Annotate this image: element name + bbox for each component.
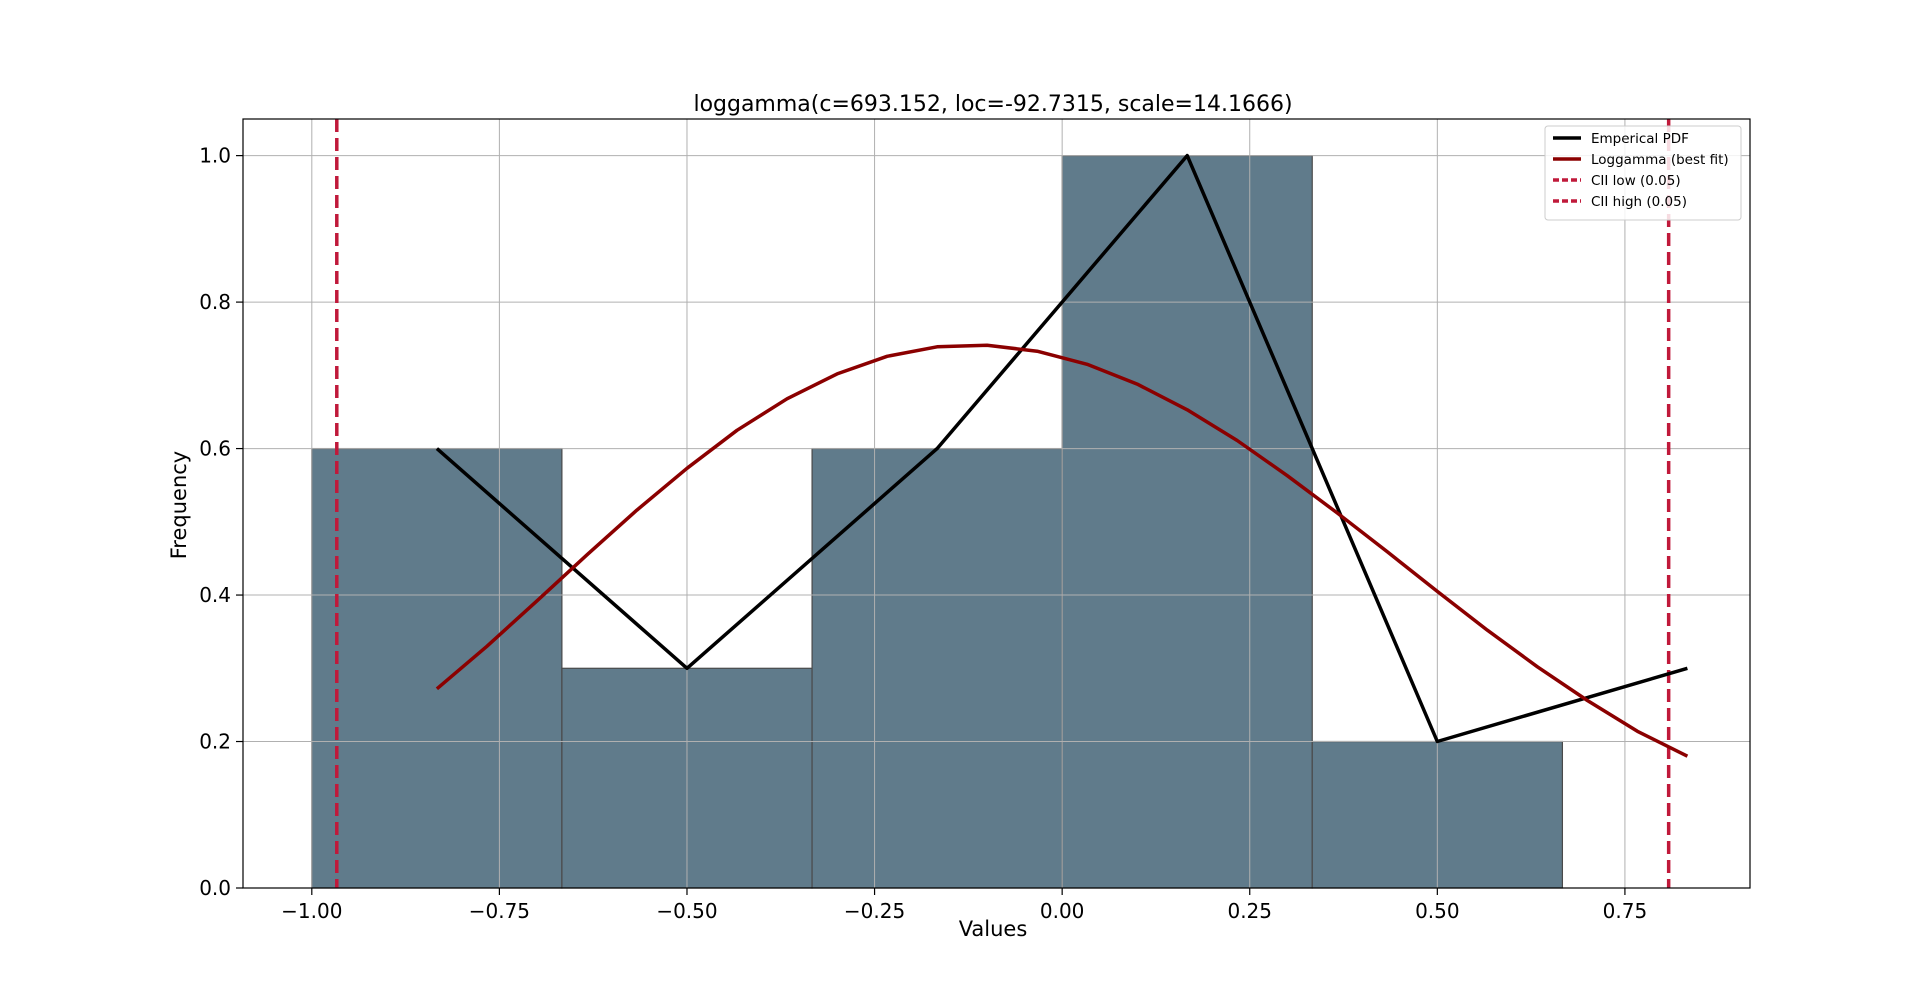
x-axis-label: Values (959, 917, 1028, 941)
y-tick-label-6: 1.0 (199, 144, 231, 168)
x-tick-label-6: 0.25 (1227, 899, 1272, 923)
legend-label-1: Emperical PDF (1591, 131, 1689, 147)
x-tick-label-5: 0.00 (1040, 899, 1085, 923)
y-tick-label-4: 0.6 (199, 437, 231, 461)
series-line-2 (435, 343, 1689, 758)
x-tick-label-1: −1.00 (281, 899, 342, 923)
x-tick-label-2: −0.75 (469, 899, 530, 923)
y-tick-label-2: 0.2 (199, 730, 231, 754)
y-axis-label: Frequency (167, 451, 191, 560)
legend-label-4: CII high (0.05) (1591, 194, 1687, 210)
legend-label-2: Loggamma (best fit) (1591, 152, 1729, 168)
chart-title: loggamma(c=693.152, loc=-92.7315, scale=… (693, 92, 1292, 117)
legend: Emperical PDF Loggamma (best fit) CII low … (1544, 125, 1742, 221)
axes-frame (242, 118, 1751, 889)
histogram-bar-1 (311, 447, 563, 889)
y-tick-label-5: 0.8 (199, 290, 231, 314)
legend-box (1544, 125, 1742, 221)
x-tick-label-3: −0.50 (656, 899, 717, 923)
y-tick-label-1: 0.0 (199, 876, 231, 900)
legend-label-3: CII low (0.05) (1591, 173, 1681, 189)
histogram-bar-4 (1061, 155, 1313, 889)
histogram-bar-3 (811, 447, 1063, 889)
y-tick-label-3: 0.4 (199, 583, 231, 607)
x-tick-label-7: 0.50 (1415, 899, 1460, 923)
x-tick-label-8: 0.75 (1603, 899, 1648, 923)
plot-area: −1.00 −0.75 −0.50 −0.25 0.00 0.25 0.50 0.75 0.0 0… (199, 118, 1751, 923)
x-tick-label-4: −0.25 (844, 899, 905, 923)
series-line-1 (435, 153, 1688, 744)
